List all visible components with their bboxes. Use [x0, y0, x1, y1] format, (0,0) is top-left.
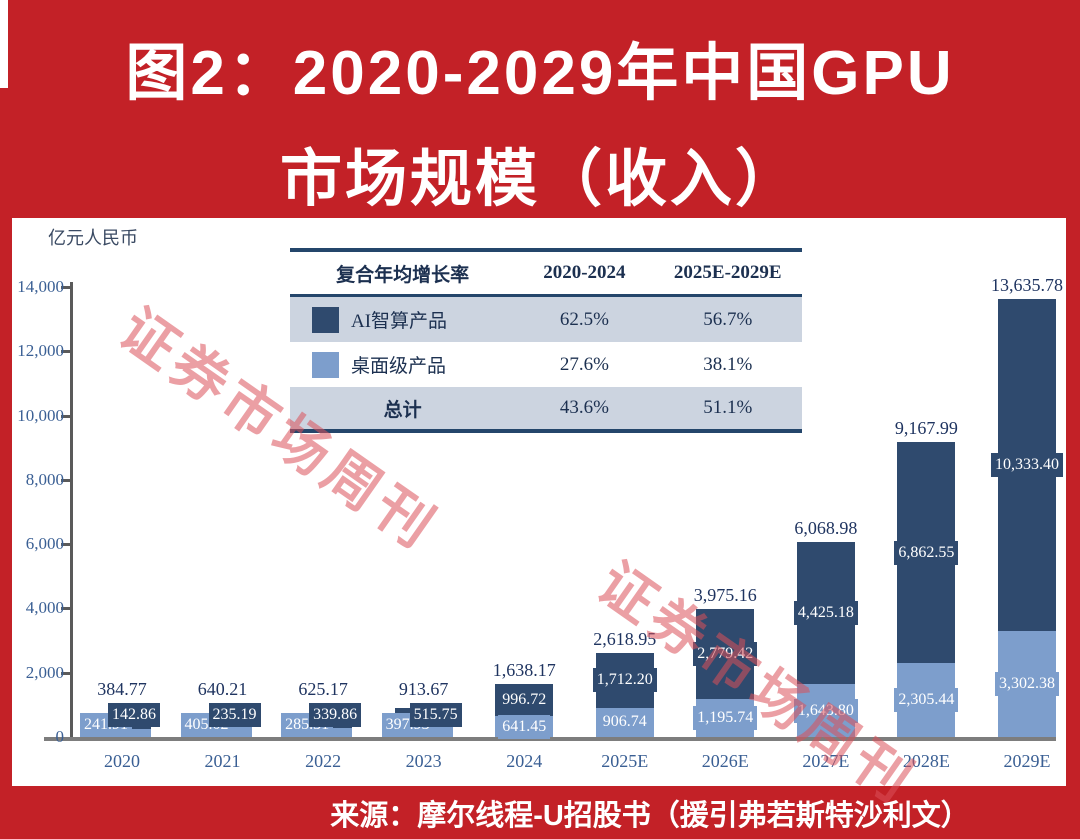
y-tick-label: 4,000	[25, 598, 64, 618]
x-category-label: 2020	[104, 751, 140, 771]
legend-label-ai: AI智算产品	[351, 311, 448, 332]
y-axis-unit-label: 亿元人民币	[48, 228, 138, 248]
x-axis	[44, 737, 1056, 741]
x-category-label: 2026E	[701, 751, 749, 771]
x-category-label: 2024	[506, 751, 543, 771]
x-category-label: 2027E	[802, 751, 850, 771]
ai-cagr-2020-2024: 62.5%	[559, 308, 609, 330]
value-label-ai: 4,425.18	[793, 601, 858, 626]
total-cagr-2020-2024: 43.6%	[559, 397, 609, 418]
y-tick-label: 14,000	[17, 277, 64, 296]
total-value-label: 625.17	[298, 679, 348, 699]
x-category-label: 2021	[204, 751, 241, 771]
footer-banner: 来源：摩尔线程-U招股书（援引弗若斯特沙利文）	[0, 786, 1080, 839]
value-label-ai: 1,712.20	[592, 668, 657, 693]
y-axis-tick	[61, 414, 70, 418]
y-axis	[70, 282, 73, 739]
table-row-total: 总计 43.6% 51.1%	[290, 387, 802, 429]
value-label-desktop: 1,643.80	[793, 698, 858, 723]
chart-panel: 亿元人民币 复合年均增长率 2020-2024 2025E-2029E AI智算…	[12, 218, 1066, 816]
value-label-desktop: 1,195.74	[693, 705, 758, 730]
source-text: 来源：摩尔线程-U招股书（援引弗若斯特沙利文）	[330, 799, 970, 832]
table-row-desktop: 桌面级产品 27.6% 38.1%	[290, 342, 802, 387]
total-value-label: 2,618.95	[593, 628, 657, 649]
page-title-line1: 图2：2020-2029年中国GPU	[125, 39, 955, 108]
y-tick-label: 12,000	[17, 341, 64, 361]
legend-swatch-desktop-icon	[312, 351, 339, 378]
total-value-label: 9,167.99	[894, 418, 958, 439]
table-row-ai: AI智算产品 62.5% 56.7%	[290, 297, 802, 342]
value-label-desktop: 906.74	[598, 710, 651, 735]
value-label-ai: 10,333.40	[990, 452, 1063, 477]
value-label-ai: 6,862.55	[894, 540, 959, 565]
y-axis-tick	[61, 286, 70, 289]
total-value-label: 3,975.16	[693, 585, 757, 606]
y-axis-tick	[61, 671, 70, 675]
total-value-label: 384.77	[97, 679, 147, 699]
value-label-desktop: 3,302.38	[994, 671, 1059, 696]
table-header-2025e-2029e: 2025E-2029E	[673, 262, 782, 283]
ai-cagr-2025e-2029e: 56.7%	[703, 308, 753, 330]
total-row-label: 总计	[383, 399, 422, 421]
y-axis-tick	[61, 607, 70, 611]
total-value-label: 640.21	[197, 679, 248, 699]
legend-swatch-ai-icon	[312, 306, 339, 333]
y-axis-tick	[61, 543, 70, 547]
total-value-label: 1,638.17	[492, 660, 556, 681]
table-header-metric: 复合年均增长率	[336, 264, 470, 286]
x-category-label: 2028E	[902, 751, 950, 771]
y-tick-label: 8,000	[25, 469, 64, 489]
x-category-label: 2025E	[601, 751, 649, 771]
legend-label-desktop: 桌面级产品	[351, 356, 447, 377]
y-tick-label: 10,000	[17, 405, 64, 425]
value-label-ai: 996.72	[498, 688, 551, 713]
value-label-ai: 339.86	[309, 703, 362, 727]
value-label-desktop: 2,305.44	[894, 687, 959, 712]
value-label-ai: 515.75	[409, 703, 462, 727]
table-header-2020-2024: 2020-2024	[543, 262, 626, 283]
page-title-line2: 市场规模（收入）	[279, 145, 800, 214]
x-category-label: 2029E	[1003, 751, 1051, 771]
value-label-desktop: 641.45	[498, 714, 551, 739]
total-cagr-2025e-2029e: 51.1%	[703, 397, 753, 418]
value-label-ai: 2,779.42	[693, 641, 758, 666]
x-category-label: 2022	[305, 751, 342, 771]
cagr-table: 复合年均增长率 2020-2024 2025E-2029E AI智算产品 62.…	[290, 248, 802, 433]
total-value-label: 913.67	[398, 679, 449, 699]
x-category-label: 2023	[405, 751, 442, 771]
header-banner: 图2：2020-2029年中国GPU 市场规模（收入）	[0, 0, 1080, 214]
desktop-cagr-2025e-2029e: 38.1%	[703, 353, 753, 375]
cagr-table-header-row: 复合年均增长率 2020-2024 2025E-2029E	[290, 252, 802, 297]
corner-sliver	[0, 0, 8, 88]
y-axis-tick	[61, 350, 70, 354]
y-tick-label: 2,000	[25, 662, 64, 682]
total-value-label: 13,635.78	[990, 274, 1063, 295]
value-label-ai: 142.86	[108, 703, 160, 727]
value-label-ai: 235.19	[208, 703, 261, 727]
y-axis-tick	[61, 478, 70, 482]
desktop-cagr-2020-2024: 27.6%	[559, 353, 609, 375]
y-tick-label: 6,000	[25, 534, 64, 554]
total-value-label: 6,068.98	[794, 517, 858, 538]
y-tick-label: 0	[55, 727, 65, 746]
